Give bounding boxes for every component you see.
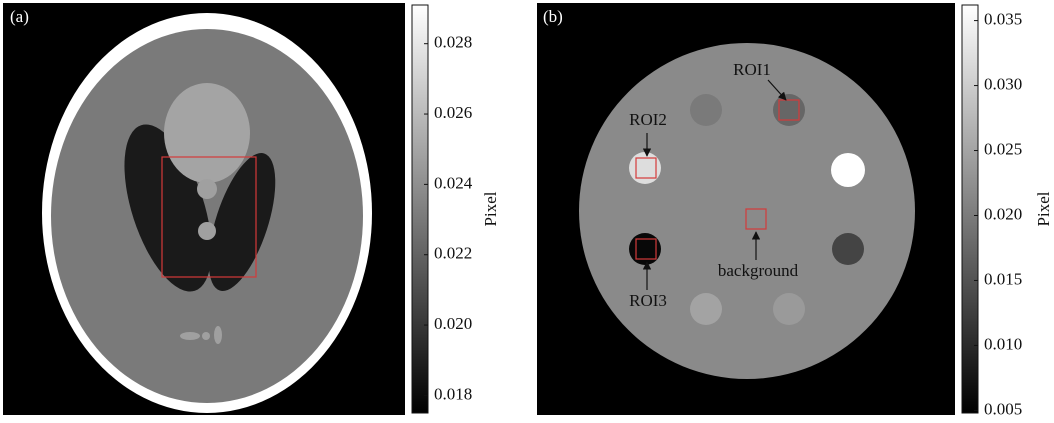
annotation: ROI1	[733, 60, 771, 79]
annotation: ROI2	[629, 110, 667, 129]
annotation: ROI3	[629, 291, 667, 310]
colorbar-tick-label: 0.005	[984, 399, 1022, 418]
colorbar-tick-label: 0.030	[984, 74, 1022, 93]
colorbar	[962, 5, 978, 413]
colorbar-tick-label: 0.010	[984, 334, 1022, 353]
colorbar-tick-label: 0.020	[984, 204, 1022, 223]
colorbar-label: Pixel	[481, 191, 500, 226]
colorbar-tick-label: 0.015	[984, 269, 1022, 288]
image-a	[3, 3, 405, 415]
colorbar-label: Pixel	[1034, 191, 1053, 226]
annotation: background	[718, 261, 799, 280]
colorbar-tick-label: 0.020	[434, 314, 472, 333]
figure: (a) 0.018 0.020 0.022 0.024 0.026 0.028 Pixel (b…	[0, 0, 1054, 423]
colorbar	[412, 5, 428, 413]
colorbar-tick-label: 0.018	[434, 384, 472, 403]
colorbar-tick-label: 0.026	[434, 103, 472, 122]
colorbar-tick-label: 0.022	[434, 244, 472, 263]
colorbar-tick-label: 0.024	[434, 173, 473, 192]
panel-label: (a)	[10, 7, 29, 26]
colorbar-tick-label: 0.035	[984, 9, 1022, 28]
panel-label: (b)	[543, 7, 563, 26]
colorbar-tick-label: 0.028	[434, 33, 472, 52]
colorbar-tick-label: 0.025	[984, 139, 1022, 158]
